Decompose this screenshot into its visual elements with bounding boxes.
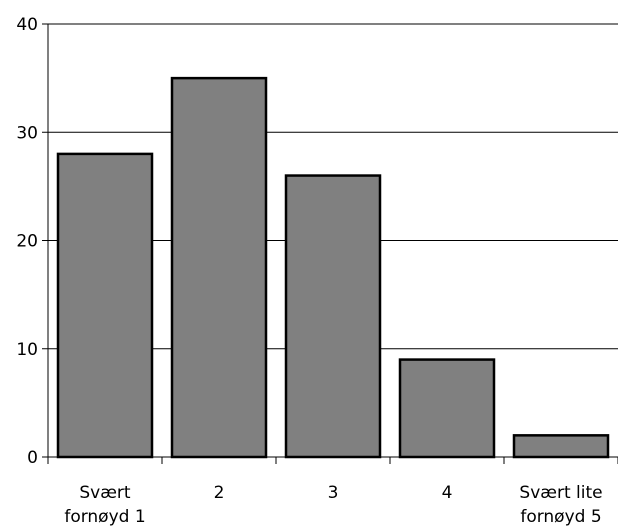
x-tick-label: Svært fornøyd 1	[64, 483, 145, 527]
bar	[512, 434, 610, 459]
x-tick-label: 2	[214, 483, 225, 503]
y-tick-label: 10	[16, 340, 38, 360]
bar	[56, 152, 154, 459]
x-tick-label-line: fornøyd 5	[520, 507, 601, 527]
x-tick-label-line: Svært	[79, 483, 131, 503]
x-tick-label: 3	[328, 483, 339, 503]
bar	[170, 76, 268, 459]
x-tick-label-line: 2	[214, 483, 225, 503]
bars	[56, 76, 610, 459]
x-tick-label-line: fornøyd 1	[64, 507, 145, 527]
x-tick-label: Svært lite fornøyd 5	[519, 483, 602, 527]
x-tick-label-line: Svært lite	[519, 483, 602, 503]
x-tick-label-line: 4	[442, 483, 453, 503]
y-tick-label: 40	[16, 15, 38, 35]
y-tick-label: 0	[27, 448, 38, 468]
y-tick-label: 20	[16, 232, 38, 252]
x-tick-label-line: 3	[328, 483, 339, 503]
y-tick-label: 30	[16, 123, 38, 143]
x-tick-label: 4	[442, 483, 453, 503]
bar	[284, 174, 382, 459]
bar	[398, 358, 496, 459]
y-axis-ticks: 0 10 20 30 40	[16, 15, 48, 468]
x-axis-ticks: Svært fornøyd 1 2 3 4 Svært lite fornøyd 5	[47, 457, 618, 527]
